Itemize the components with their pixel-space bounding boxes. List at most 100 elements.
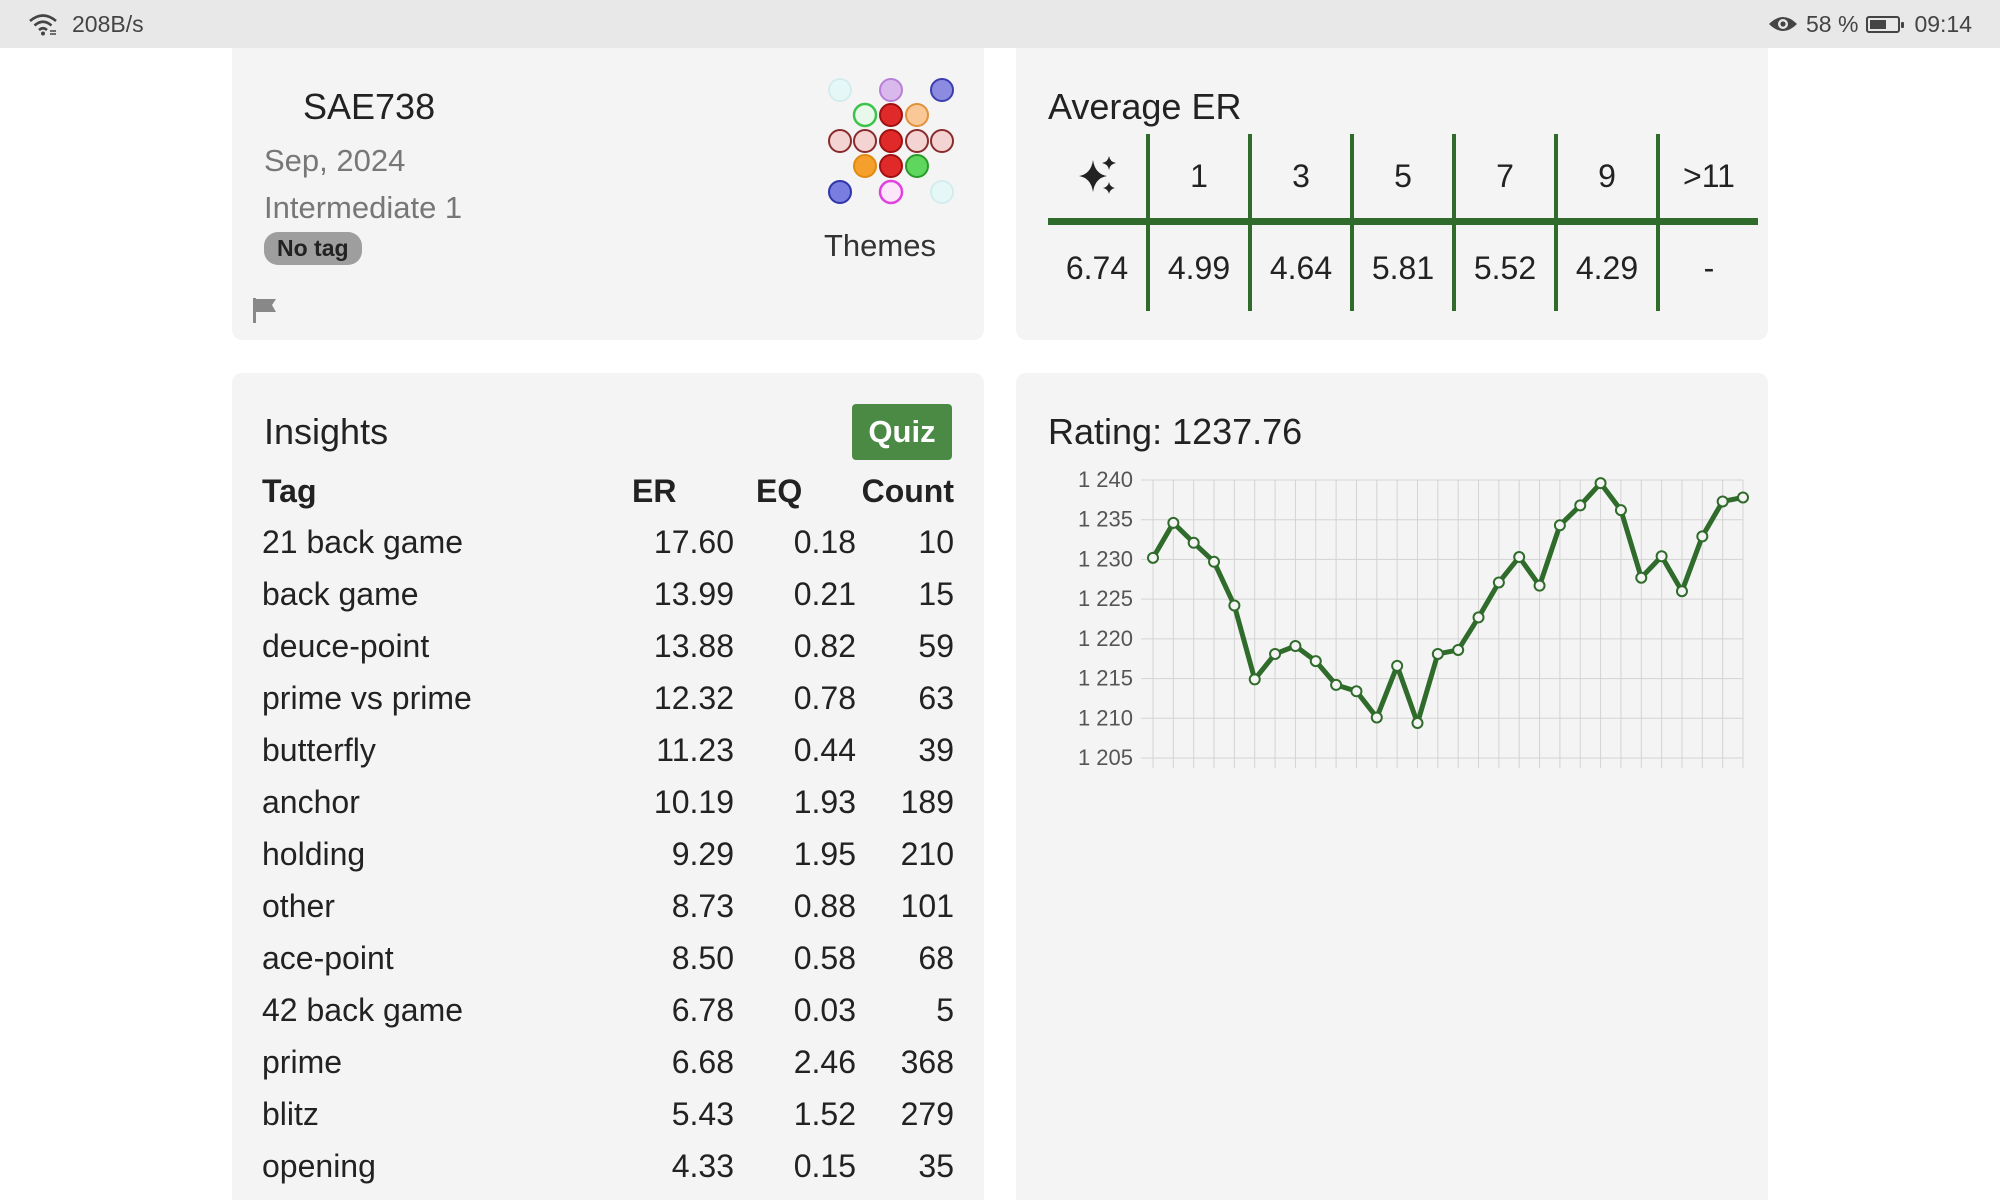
rating-data-point: [1675, 585, 1688, 598]
rating-data-point: [1492, 576, 1505, 589]
insight-row[interactable]: 21 back game 17.60 0.18 10: [262, 516, 954, 568]
average-er-title: Average ER: [1048, 86, 1242, 127]
insights-title: Insights: [264, 411, 389, 452]
rating-data-point: [1248, 673, 1261, 686]
insight-eq: 0.88: [793, 887, 856, 924]
rating-data-point: [1452, 643, 1465, 656]
average-er-table: 1 3 5 7 9 >11 6.74 4.99 4.64 5.81 5.52 4…: [1048, 134, 1758, 311]
insight-count: 10: [918, 523, 954, 560]
er-value-cell: 4.29: [1554, 221, 1658, 311]
insight-row[interactable]: other 8.73 0.88 101: [262, 880, 954, 932]
rating-data-point: [1574, 499, 1587, 512]
rating-data-point: [1228, 599, 1241, 612]
insight-er: 10.19: [653, 783, 734, 820]
insight-tag: opening: [262, 1147, 376, 1184]
insight-tag: butterfly: [262, 731, 376, 768]
rating-data-point: [1309, 655, 1322, 668]
er-header-cell: 3: [1248, 134, 1352, 225]
insight-tag: ace-point: [262, 939, 394, 976]
insights-card: Insights Quiz Tag ER EQ Count 21 back ga…: [232, 373, 984, 1200]
column-header-er[interactable]: ER: [632, 472, 677, 509]
rating-data-point: [1187, 536, 1200, 549]
player-name: SAE738: [303, 86, 436, 127]
insight-count: 35: [918, 1147, 954, 1184]
insight-count: 15: [918, 575, 954, 612]
status-bar: 208B/s 58 % 09:14: [0, 0, 2000, 48]
rating-data-point: [1431, 647, 1444, 660]
insight-row[interactable]: prime vs prime 12.32 0.78 63: [262, 672, 954, 724]
insight-row[interactable]: 42 back game 6.78 0.03 5: [262, 984, 954, 1036]
column-header-tag[interactable]: Tag: [262, 472, 317, 509]
profile-date: Sep, 2024: [264, 143, 406, 178]
rating-data-point: [1289, 640, 1302, 653]
insight-count: 63: [918, 679, 954, 716]
flag-icon[interactable]: [250, 295, 280, 325]
er-header-cell: 1: [1146, 134, 1250, 225]
insight-tag: deuce-point: [262, 627, 430, 664]
rating-data-point: [1635, 571, 1648, 584]
rating-data-point: [1513, 551, 1526, 564]
tag-badge[interactable]: No tag: [264, 232, 362, 265]
themes-icon[interactable]: [822, 76, 962, 206]
er-values-row: 6.74 4.99 4.64 5.81 5.52 4.29 -: [1048, 221, 1758, 311]
insight-row[interactable]: anchor 10.19 1.93 189: [262, 776, 954, 828]
er-value-cell: -: [1656, 221, 1758, 311]
insight-row[interactable]: opening 4.33 0.15 35: [262, 1140, 954, 1192]
insight-count: 59: [918, 627, 954, 664]
insight-er: 17.60: [653, 523, 734, 560]
insight-eq: 1.95: [793, 835, 856, 872]
rating-data-point: [1370, 711, 1383, 724]
insight-er: 4.33: [671, 1147, 734, 1184]
er-header-row: 1 3 5 7 9 >11: [1048, 134, 1758, 225]
insight-tag: prime: [262, 1043, 343, 1080]
rating-data-point: [1167, 516, 1180, 529]
column-header-count[interactable]: Count: [861, 472, 954, 509]
insight-er: 9.29: [671, 835, 734, 872]
insight-row[interactable]: butterfly 11.23 0.44 39: [262, 724, 954, 776]
insight-eq: 0.15: [793, 1147, 856, 1184]
insight-row[interactable]: blitz 5.43 1.52 279: [262, 1088, 954, 1140]
column-header-eq[interactable]: EQ: [756, 472, 803, 509]
rating-data-point: [1208, 555, 1221, 568]
er-value-cell: 5.81: [1350, 221, 1454, 311]
rating-title: Rating: 1237.76: [1048, 411, 1303, 452]
insight-count: 101: [900, 887, 954, 924]
insight-count: 39: [918, 731, 954, 768]
insight-er: 11.23: [656, 731, 734, 768]
network-speed: 208B/s: [72, 10, 144, 37]
y-tick-label: 1 230: [1078, 546, 1133, 571]
er-header-cell: >11: [1656, 134, 1758, 225]
er-value-cell: 4.64: [1248, 221, 1352, 311]
er-header-cell: 5: [1350, 134, 1454, 225]
insight-tag: other: [262, 887, 335, 924]
insight-row[interactable]: prime 6.68 2.46 368: [262, 1036, 954, 1088]
quiz-button[interactable]: Quiz: [852, 404, 952, 460]
insight-row[interactable]: ace-point 8.50 0.58 68: [262, 932, 954, 984]
insight-count: 5: [936, 991, 954, 1028]
er-value-cell: 6.74: [1065, 249, 1129, 286]
rating-data-point: [1330, 678, 1343, 691]
insight-eq: 0.58: [793, 939, 856, 976]
y-tick-label: 1 240: [1078, 468, 1133, 492]
eye-icon: [1769, 17, 1797, 31]
insight-eq: 2.46: [793, 1043, 856, 1080]
themes-label[interactable]: Themes: [824, 228, 936, 263]
rating-data-point: [1391, 659, 1404, 672]
battery-percent: 58 %: [1806, 10, 1859, 37]
insight-row[interactable]: back game 13.99 0.21 15: [262, 568, 954, 620]
er-header-cell: 7: [1452, 134, 1556, 225]
insight-er: 13.88: [653, 627, 734, 664]
insights-header-row: Tag ER EQ Count: [262, 466, 954, 516]
insight-row[interactable]: holding 9.29 1.95 210: [262, 828, 954, 880]
insight-eq: 1.52: [793, 1095, 856, 1132]
insight-row[interactable]: deuce-point 13.88 0.82 59: [262, 620, 954, 672]
y-tick-label: 1 235: [1078, 507, 1133, 532]
insight-count: 210: [900, 835, 954, 872]
insight-eq: 0.03: [793, 991, 856, 1028]
profile-card: SAE738 Sep, 2024 Intermediate 1 No tag T…: [232, 48, 984, 340]
insight-er: 12.32: [653, 679, 734, 716]
insight-tag: prime vs prime: [262, 679, 472, 716]
rating-data-point: [1269, 647, 1282, 660]
insight-er: 8.73: [671, 887, 734, 924]
y-tick-label: 1 215: [1078, 666, 1133, 691]
